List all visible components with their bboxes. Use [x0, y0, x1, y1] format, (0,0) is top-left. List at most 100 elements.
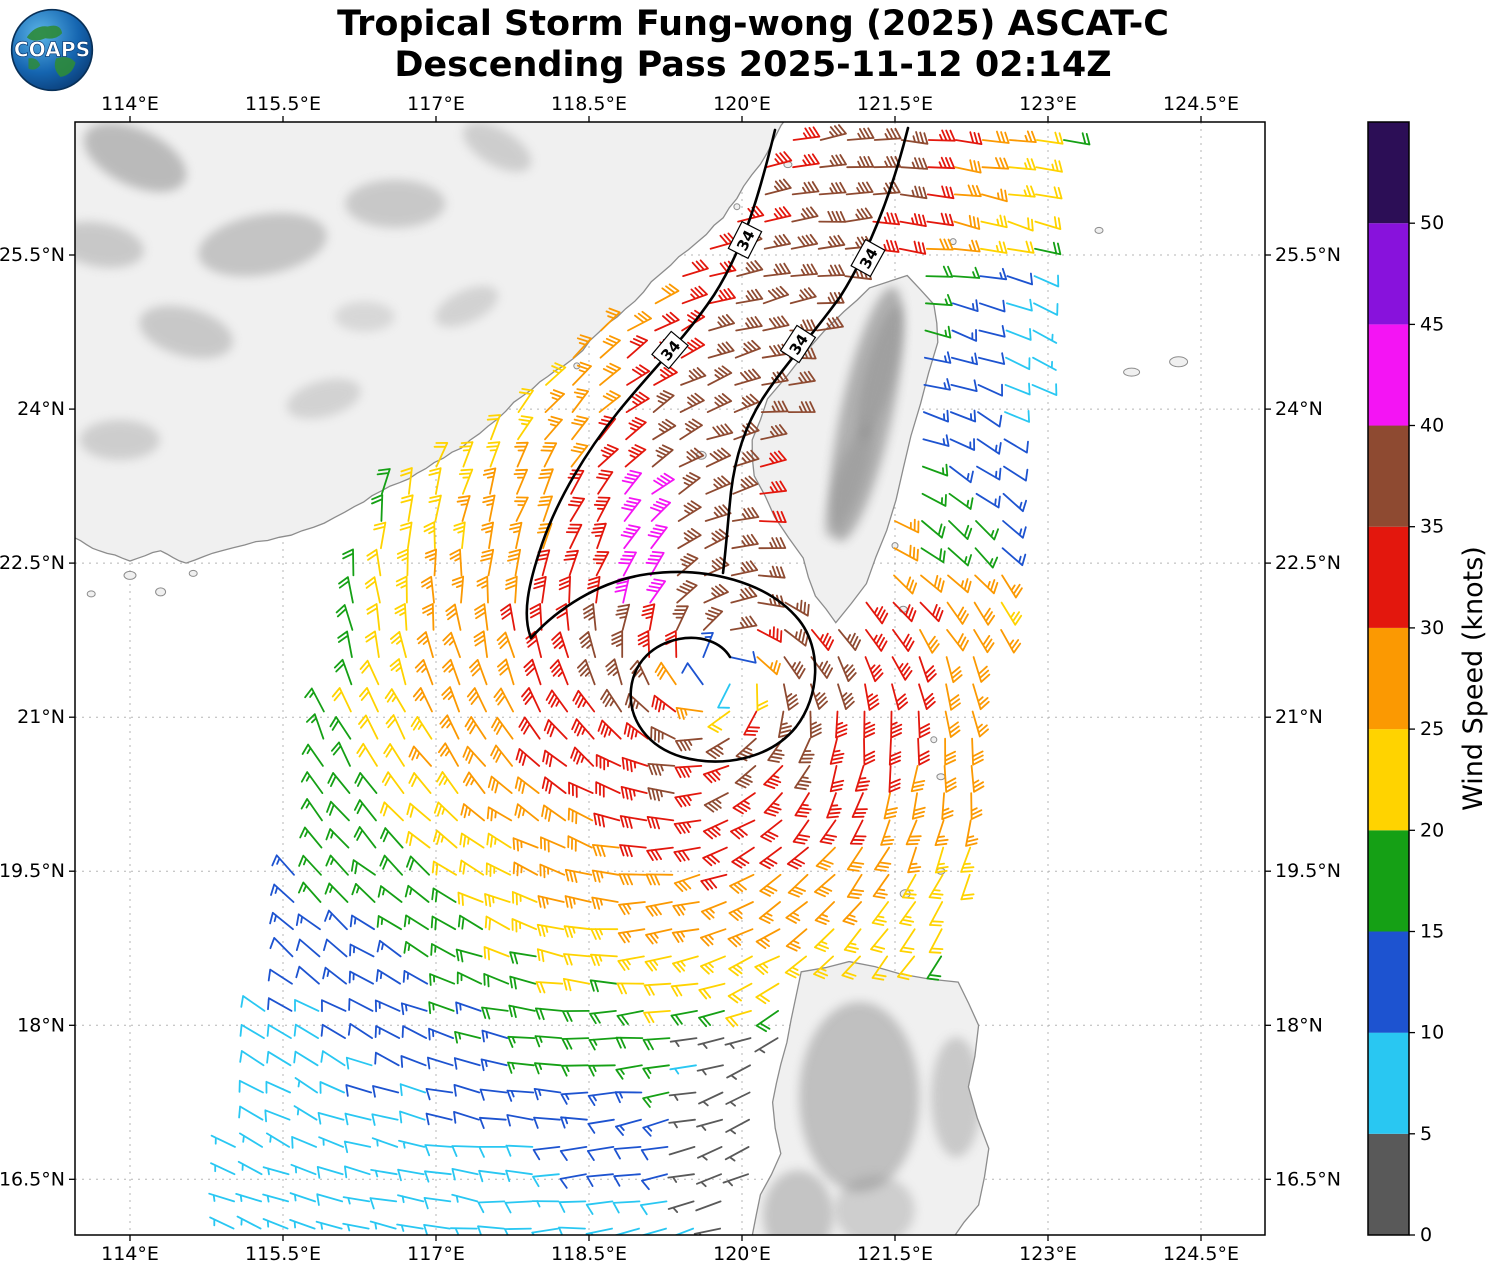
y-tick-label-right: 21°N [1275, 706, 1323, 728]
wind-barb [926, 955, 943, 981]
wind-barb [954, 131, 983, 145]
wind-barb [810, 656, 833, 679]
wind-barb [476, 575, 489, 604]
colorbar: 0 5 10 15 20 25 30 35 40 45 50 Wind Speed (knots) [1367, 121, 1489, 1246]
wind-barb [300, 771, 324, 794]
wind-barb [425, 1088, 454, 1101]
wind-barb [500, 603, 516, 631]
wind-barb [665, 630, 678, 658]
wind-barb [674, 765, 703, 779]
wind-barb [814, 873, 836, 898]
continent-shape [28, 58, 41, 70]
wind-barb [597, 719, 622, 740]
wind-barb [514, 803, 540, 822]
wind-barb [423, 1224, 451, 1235]
wind-barb [871, 955, 889, 981]
island [733, 203, 741, 211]
wind-barb [1007, 217, 1034, 232]
wind-barb [679, 418, 703, 441]
wind-barb [697, 1037, 725, 1049]
wind-barb [571, 388, 589, 413]
wind-barb [788, 370, 816, 386]
wind-barb [293, 1105, 318, 1121]
wind-barb [681, 285, 708, 305]
wind-barb [760, 400, 789, 413]
y-tick-label-left: 24°N [17, 398, 65, 420]
wind-barb [425, 1112, 453, 1126]
wind-barb [809, 710, 822, 739]
island [936, 773, 946, 781]
colorbar-segment [1368, 830, 1409, 932]
wind-barb [555, 603, 570, 631]
wind-barb [733, 421, 760, 441]
wind-barb [406, 855, 430, 876]
wind-barb [676, 580, 698, 604]
wind-barb [596, 469, 614, 495]
wind-barb [865, 629, 888, 652]
wind-barb [924, 325, 952, 339]
wind-barb [439, 714, 460, 740]
wind-barb [757, 565, 786, 579]
wind-barb [783, 683, 799, 711]
wind-barb [951, 352, 978, 366]
wind-barb [810, 683, 828, 710]
wind-barb [540, 836, 566, 853]
wind-barb [400, 1002, 428, 1016]
wind-barb [673, 873, 701, 892]
wind-barb [316, 1193, 344, 1206]
wind-barb [838, 629, 861, 651]
colorbar-tick-label: 10 [1420, 1022, 1444, 1044]
wind-barb [515, 748, 541, 767]
wind-barb [1003, 465, 1029, 482]
wind-barb [762, 285, 790, 305]
wind-barb [641, 603, 656, 631]
wind-barb [451, 1168, 479, 1181]
wind-barb [654, 661, 677, 686]
wind-barb [514, 496, 529, 522]
x-tick-label-top: 115.5°E [245, 93, 321, 115]
wind-barb [727, 928, 754, 948]
wind-barb [917, 710, 931, 739]
wind-barb [900, 131, 929, 145]
y-tick-label-left: 22.5°N [0, 552, 65, 574]
wind-barb [841, 955, 861, 980]
wind-barb [376, 468, 391, 495]
wind-barb [514, 441, 529, 468]
wind-barb [598, 415, 617, 441]
island [155, 587, 167, 597]
wind-barb [754, 955, 780, 975]
wind-barb [948, 520, 973, 540]
wind-barb [321, 999, 347, 1013]
wind-barb [813, 955, 834, 980]
wind-barb [669, 1037, 698, 1047]
wind-barb [299, 826, 323, 849]
wind-barb [953, 214, 981, 230]
wind-barb [911, 792, 926, 820]
wind-barb [815, 846, 836, 871]
wind-barb [433, 801, 458, 822]
wind-barb [485, 862, 512, 877]
wind-barb [899, 901, 917, 927]
y-tick-label-left: 18°N [17, 1014, 65, 1036]
wind-barb [428, 1001, 455, 1015]
island [1094, 226, 1104, 234]
wind-barb [945, 656, 963, 684]
wind-barb [846, 873, 865, 900]
wind-barb [535, 549, 551, 577]
wind-barb [728, 955, 753, 977]
wind-barb [505, 575, 518, 604]
wind-barb [678, 447, 705, 468]
wind-barb [644, 955, 672, 972]
wind-barb [483, 973, 510, 988]
wind-barb [792, 819, 811, 845]
wind-barb [760, 424, 788, 441]
wind-barb [899, 185, 928, 200]
wind-barb [240, 995, 266, 1012]
wind-barb [764, 206, 792, 223]
wind-barb [837, 656, 857, 682]
y-tick-label-left: 25.5°N [0, 244, 65, 266]
wind-barb [642, 1118, 669, 1137]
wind-barb [591, 869, 620, 883]
wind-barb [322, 966, 347, 985]
wind-barb [390, 631, 407, 658]
